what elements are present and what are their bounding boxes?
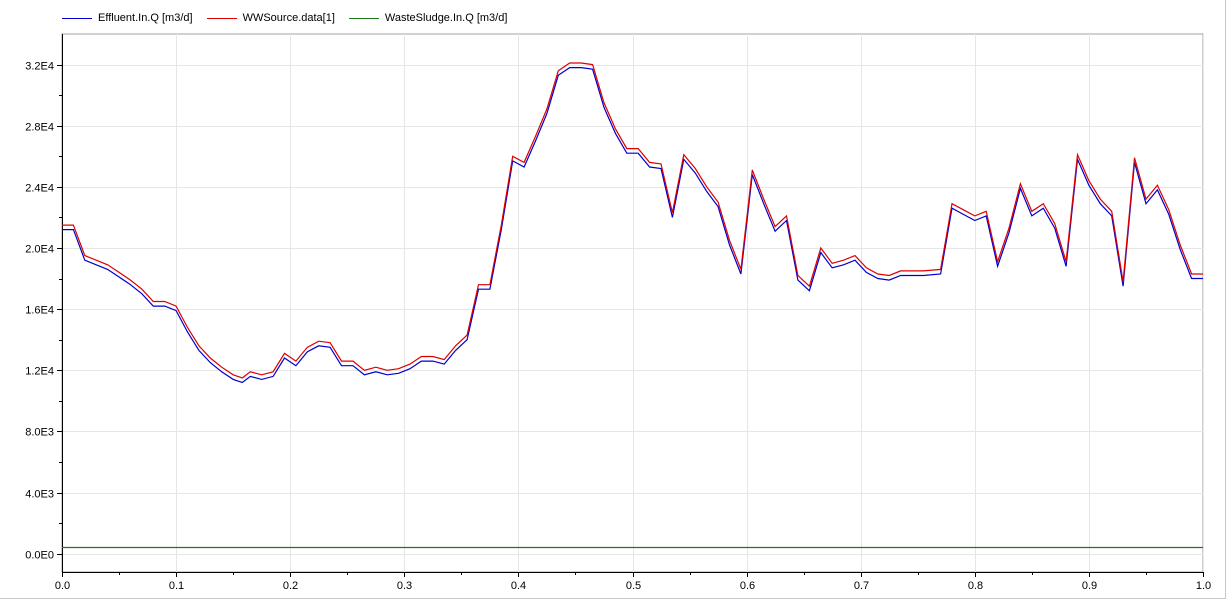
- series-line: [62, 66, 1203, 384]
- x-tick-label: 0.5: [626, 580, 641, 592]
- x-tick-label: 0.4: [511, 580, 526, 592]
- series-line: [62, 62, 1203, 379]
- x-tick-label: 0.7: [854, 580, 869, 592]
- y-tick-label: 8.0E3: [25, 427, 54, 439]
- legend-swatch: [348, 17, 379, 19]
- x-tick-label: 0.9: [1082, 580, 1097, 592]
- legend-item[interactable]: Effluent.In.Q [m3/d]: [62, 12, 193, 24]
- x-tick-label: 0.6: [740, 580, 755, 592]
- x-tick-label: 0.3: [397, 580, 412, 592]
- legend: Effluent.In.Q [m3/d] WWSource.data[1] Wa…: [62, 10, 507, 26]
- x-tick-label: 0.8: [968, 580, 983, 592]
- legend-swatch: [206, 17, 237, 19]
- x-tick-label: 0.2: [283, 580, 298, 592]
- y-tick-label: 3.2E4: [25, 61, 54, 73]
- legend-item[interactable]: WWSource.data[1]: [206, 12, 335, 24]
- y-tick-label: 4.0E3: [25, 489, 54, 501]
- legend-swatch: [62, 17, 92, 19]
- legend-label: Effluent.In.Q [m3/d]: [98, 12, 193, 24]
- y-tick-label: 0.0E0: [25, 550, 54, 562]
- x-tick-label: 0.1: [169, 580, 184, 592]
- plot-area: [61, 33, 1204, 573]
- y-tick-label: 2.4E4: [25, 183, 54, 195]
- x-tick-label: 1.0: [1196, 580, 1211, 592]
- y-tick-label: 2.0E4: [25, 244, 54, 256]
- x-tick-label: 0.0: [55, 580, 70, 592]
- y-tick-label: 1.2E4: [25, 366, 54, 378]
- grid: [61, 33, 1204, 573]
- y-tick-label: 1.6E4: [25, 305, 54, 317]
- y-tick-label: 2.8E4: [25, 122, 54, 134]
- legend-item[interactable]: WasteSludge.In.Q [m3/d]: [348, 12, 508, 24]
- series-group: [62, 62, 1203, 549]
- legend-label: WasteSludge.In.Q [m3/d]: [384, 12, 508, 24]
- legend-label: WWSource.data[1]: [242, 12, 335, 24]
- axes: 0.0 0.1 0.2 0.3 0.4 0.5 0.6 0.7 0.8 0.9 1.0 0.0E0 4.…: [25, 34, 1211, 592]
